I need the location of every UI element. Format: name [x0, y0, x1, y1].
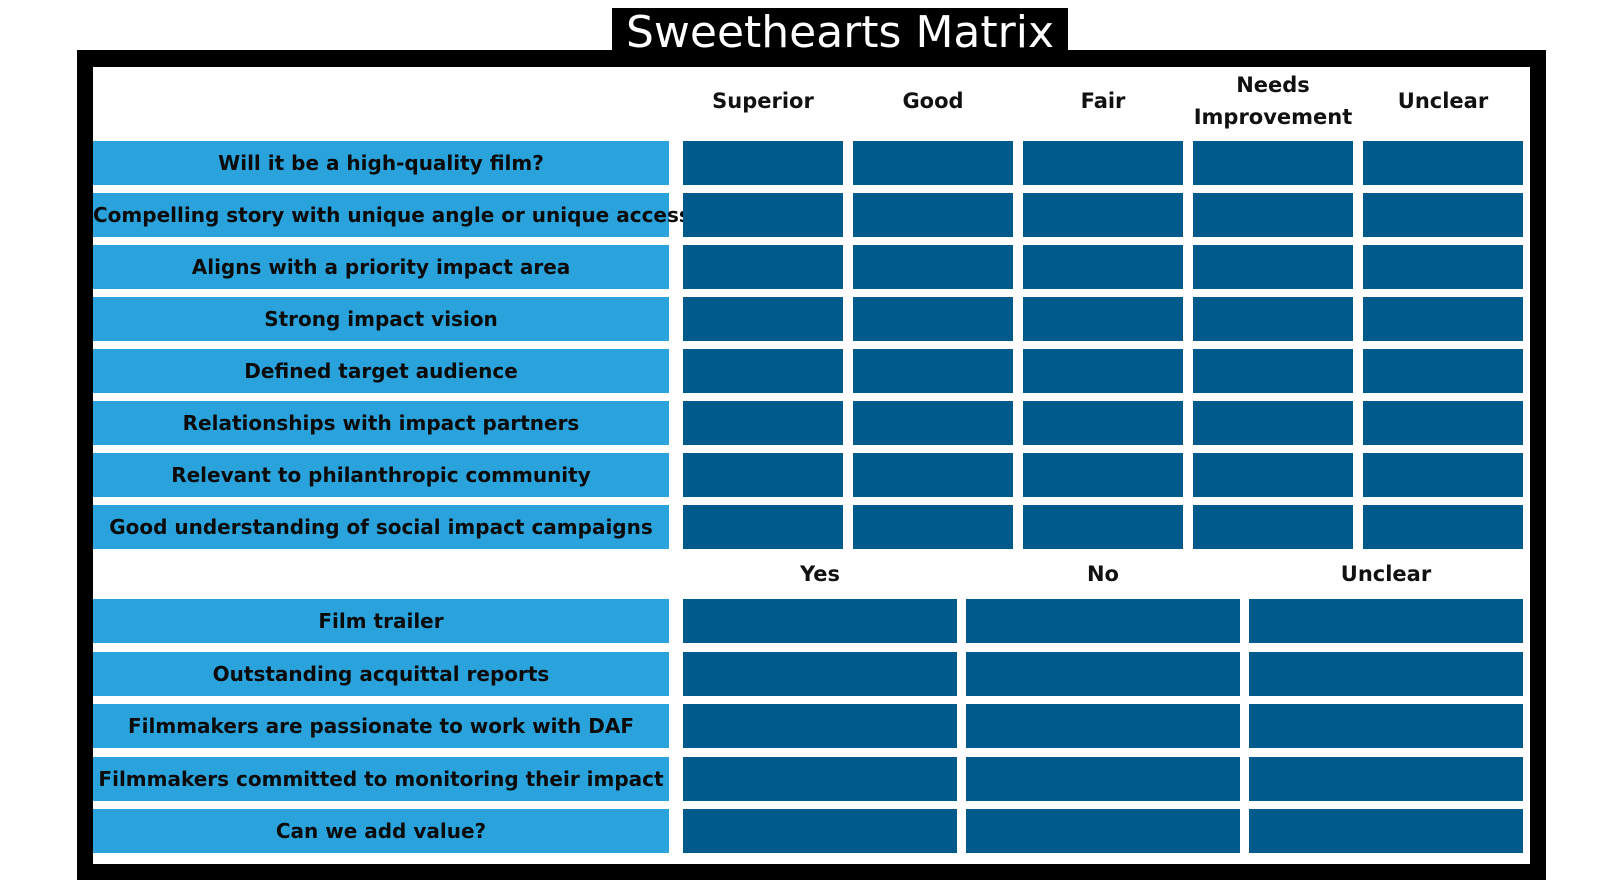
- rating-cell[interactable]: [1023, 401, 1183, 445]
- criterion-label: Filmmakers committed to monitoring their…: [93, 756, 669, 801]
- column-header-yes: Yes: [799, 562, 841, 586]
- rating-cell[interactable]: [1023, 193, 1183, 237]
- rating-cell[interactable]: [853, 453, 1013, 497]
- answer-cell[interactable]: [966, 651, 1240, 696]
- rating-cell[interactable]: [683, 505, 843, 549]
- rating-cell[interactable]: [853, 297, 1013, 341]
- rating-cell[interactable]: [683, 453, 843, 497]
- criterion-label: Film trailer: [93, 599, 669, 643]
- rating-cell[interactable]: [1193, 193, 1353, 237]
- criterion-label: Compelling story with unique angle or un…: [93, 193, 691, 237]
- rating-cell[interactable]: [1363, 141, 1523, 185]
- rating-cell[interactable]: [1023, 245, 1183, 289]
- answer-cell[interactable]: [683, 809, 957, 853]
- rating-cell[interactable]: [853, 349, 1013, 393]
- rating-cell[interactable]: [1363, 453, 1523, 497]
- rating-cell[interactable]: [1193, 141, 1353, 185]
- answer-cell[interactable]: [683, 651, 957, 696]
- rating-cell[interactable]: [853, 193, 1013, 237]
- rating-cell[interactable]: [1023, 505, 1183, 549]
- answer-cell[interactable]: [683, 756, 957, 801]
- rating-cell[interactable]: [853, 401, 1013, 445]
- column-header-no: No: [1086, 562, 1119, 586]
- criterion-label: Strong impact vision: [93, 297, 669, 341]
- answer-cell[interactable]: [1249, 599, 1523, 643]
- column-header-good: Good: [902, 89, 964, 113]
- rating-cell[interactable]: [1023, 349, 1183, 393]
- answer-cell[interactable]: [683, 599, 957, 643]
- answer-cell[interactable]: [966, 704, 1240, 748]
- criterion-label: Good understanding of social impact camp…: [93, 505, 669, 549]
- column-header-fair: Fair: [1080, 89, 1126, 113]
- rating-cell[interactable]: [683, 401, 843, 445]
- answer-cell[interactable]: [1249, 704, 1523, 748]
- column-header-unclear: Unclear: [1397, 89, 1489, 113]
- rating-cell[interactable]: [1023, 453, 1183, 497]
- criterion-label: Can we add value?: [93, 809, 669, 853]
- rating-cell[interactable]: [683, 245, 843, 289]
- answer-cell[interactable]: [1249, 809, 1523, 853]
- answer-cell[interactable]: [966, 599, 1240, 643]
- criterion-label: Filmmakers are passionate to work with D…: [93, 704, 669, 748]
- criterion-label: Relevant to philanthropic community: [93, 453, 669, 497]
- criterion-label: Defined target audience: [93, 349, 669, 393]
- rating-cell[interactable]: [853, 141, 1013, 185]
- answer-cell[interactable]: [1249, 756, 1523, 801]
- criterion-label: Outstanding acquittal reports: [93, 651, 669, 696]
- answer-cell[interactable]: [966, 809, 1240, 853]
- rating-cell[interactable]: [1363, 505, 1523, 549]
- rating-cell[interactable]: [853, 245, 1013, 289]
- rating-cell[interactable]: [1193, 401, 1353, 445]
- answer-cell[interactable]: [1249, 651, 1523, 696]
- rating-cell[interactable]: [1363, 245, 1523, 289]
- rating-cell[interactable]: [1023, 297, 1183, 341]
- rating-cell[interactable]: [1363, 193, 1523, 237]
- answer-cell[interactable]: [683, 704, 957, 748]
- matrix-panel: Superior Good Fair Needs Improvement Unclear…: [93, 67, 1530, 864]
- rating-cell[interactable]: [1193, 453, 1353, 497]
- rating-cell[interactable]: [1363, 297, 1523, 341]
- rating-cell[interactable]: [1023, 141, 1183, 185]
- rating-cell[interactable]: [683, 349, 843, 393]
- rating-cell[interactable]: [1193, 505, 1353, 549]
- page-title: Sweethearts Matrix: [612, 8, 1068, 58]
- criterion-label: Will it be a high-quality film?: [93, 141, 669, 185]
- rating-cell[interactable]: [683, 141, 843, 185]
- rating-cell[interactable]: [683, 193, 843, 237]
- rating-cell[interactable]: [1193, 297, 1353, 341]
- rating-cell[interactable]: [1193, 245, 1353, 289]
- answer-cell[interactable]: [966, 756, 1240, 801]
- rating-cell[interactable]: [1193, 349, 1353, 393]
- rating-cell[interactable]: [1363, 401, 1523, 445]
- column-header-needs-improvement: Needs Improvement: [1193, 73, 1353, 129]
- rating-cell[interactable]: [683, 297, 843, 341]
- rating-cell[interactable]: [853, 505, 1013, 549]
- criterion-label: Aligns with a priority impact area: [93, 245, 669, 289]
- rating-cell[interactable]: [1363, 349, 1523, 393]
- column-header-superior: Superior: [712, 89, 814, 113]
- criterion-label: Relationships with impact partners: [93, 401, 669, 445]
- column-header-unclear: Unclear: [1340, 562, 1432, 586]
